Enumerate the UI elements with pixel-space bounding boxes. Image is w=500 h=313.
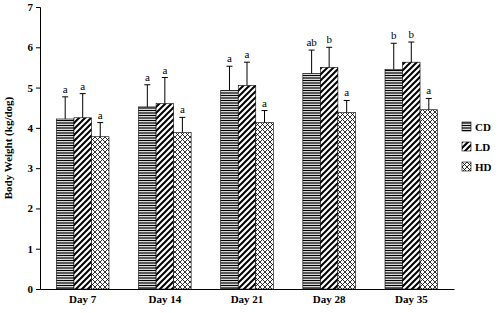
- axis-title: Body Weight (kg/dog): [2, 96, 15, 199]
- error-bar: [179, 117, 185, 132]
- tick: 7: [28, 1, 41, 13]
- legend-swatch: [462, 162, 471, 171]
- error-bar: [244, 62, 250, 85]
- tick-mark: [36, 7, 40, 8]
- tick-label: 1: [28, 243, 34, 255]
- legend: CD LD HD: [462, 121, 492, 173]
- bar: [420, 110, 438, 289]
- error-bar: [344, 100, 350, 112]
- bar: [303, 73, 321, 289]
- tick: 0: [28, 283, 41, 295]
- tick: Day 28: [313, 293, 346, 305]
- bar: [91, 137, 109, 289]
- error-bar: [144, 85, 150, 107]
- tick-label: 4: [28, 122, 34, 134]
- error-bar: [62, 97, 68, 119]
- annotation: b: [391, 29, 397, 41]
- bar: [385, 69, 403, 289]
- bar: [174, 133, 192, 289]
- plot: 0 1 2 3 4 5 6 7 Day 7 Day 14 Day 21 Day 28 Day 35 Bod…: [2, 1, 455, 305]
- error-bar: [426, 98, 432, 109]
- bar: [403, 62, 421, 289]
- axis-line: [41, 289, 455, 290]
- annotation: a: [98, 109, 103, 121]
- y-axis: 0 1 2 3 4 5 6 7: [28, 1, 41, 295]
- annotation: b: [409, 28, 415, 40]
- legend-label: HD: [475, 161, 492, 173]
- tick: Day 35: [395, 293, 428, 305]
- bar: [156, 104, 174, 289]
- error-bar: [262, 111, 268, 123]
- bar: [238, 86, 256, 289]
- tick-label: 6: [28, 41, 34, 53]
- axis-line: [36, 8, 41, 290]
- error-bar: [326, 47, 332, 67]
- error-bar: [226, 66, 232, 90]
- legend-swatch: [462, 142, 471, 151]
- annotation: a: [80, 80, 85, 92]
- tick: 1: [28, 243, 41, 255]
- tick-label: Day 7: [69, 293, 97, 305]
- legend-swatch: [462, 122, 471, 131]
- legend-item: CD: [462, 121, 491, 133]
- tick-label: 0: [28, 283, 34, 295]
- error-bar: [80, 94, 86, 118]
- error-bar: [162, 78, 168, 104]
- tick-label: Day 28: [313, 293, 346, 305]
- legend-label: CD: [475, 121, 491, 133]
- bar: [139, 107, 157, 289]
- annotation: a: [227, 52, 232, 64]
- legend-item: LD: [462, 141, 490, 153]
- tick-mark: [36, 208, 40, 209]
- bar: [338, 113, 356, 289]
- tick-mark: [36, 88, 40, 89]
- tick-mark: [36, 289, 40, 290]
- error-bar: [408, 42, 414, 62]
- annotation: a: [262, 97, 267, 109]
- error-bar: [391, 43, 397, 69]
- annotation: b: [326, 33, 332, 45]
- error-bar: [97, 123, 103, 137]
- tick-label: Day 14: [149, 293, 182, 305]
- chart: 0 1 2 3 4 5 6 7 Day 7 Day 14 Day 21 Day 28 Day 35 Bod…: [0, 0, 500, 313]
- tick: Day 21: [231, 293, 264, 305]
- annotation: a: [63, 83, 68, 95]
- marks: [56, 42, 437, 289]
- legend-label: LD: [475, 141, 490, 153]
- annotation: a: [426, 84, 431, 96]
- annotation: a: [245, 48, 250, 60]
- tick-mark: [36, 249, 40, 250]
- tick-label: Day 21: [231, 293, 264, 305]
- bar: [221, 90, 239, 289]
- tick: Day 14: [149, 293, 182, 305]
- tick-mark: [36, 47, 40, 48]
- tick-label: Day 35: [395, 293, 428, 305]
- bar: [320, 67, 338, 289]
- x-axis: Day 7 Day 14 Day 21 Day 28 Day 35: [41, 290, 455, 305]
- legend-item: HD: [462, 161, 492, 173]
- tick-mark: [36, 128, 40, 129]
- bar: [56, 119, 74, 289]
- tick: Day 7: [69, 293, 97, 305]
- error-bar: [309, 50, 315, 73]
- tick: 4: [28, 122, 41, 134]
- bar: [256, 123, 274, 289]
- bar: [74, 118, 92, 289]
- tick-label: 7: [28, 1, 34, 13]
- tick-mark: [36, 168, 40, 169]
- tick-label: 2: [28, 202, 34, 214]
- annotation: ab: [306, 36, 317, 48]
- tick: 5: [28, 82, 41, 94]
- annotations: aaaabbaaabbaaaaa: [63, 28, 432, 121]
- tick: 2: [28, 202, 41, 214]
- annotation: a: [180, 103, 185, 115]
- annotation: a: [145, 71, 150, 83]
- tick-label: 5: [28, 82, 34, 94]
- annotation: a: [344, 86, 349, 98]
- tick: 6: [28, 41, 41, 53]
- tick: 3: [28, 162, 41, 174]
- tick-label: 3: [28, 162, 34, 174]
- annotation: a: [162, 64, 167, 76]
